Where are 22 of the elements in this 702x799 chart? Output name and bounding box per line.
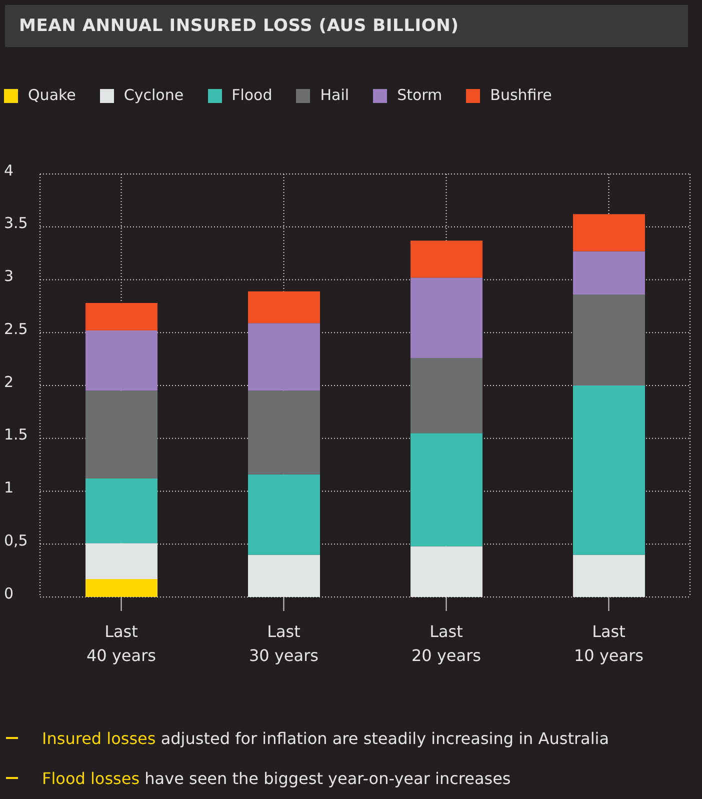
x-tick-label: Last 10 years (574, 622, 644, 665)
y-tick-label: 0 (4, 584, 14, 602)
legend-label: Hail (320, 86, 350, 104)
chart-title: MEAN ANNUAL INSURED LOSS (AUS BILLION) (5, 5, 688, 47)
legend-label: Storm (397, 86, 442, 104)
text: Flood losses have seen the biggest year-on-year increases (42, 768, 511, 788)
y-tick-label: 4 (4, 161, 14, 180)
legend-label: Flood (232, 86, 272, 104)
legend-label: Cyclone (124, 86, 184, 104)
y-tick-label: 2 (4, 372, 14, 391)
y-tick-label: 2.5 (4, 320, 28, 338)
y-tick-label: 3 (4, 267, 14, 286)
legend-label: Bushfire (490, 86, 552, 104)
text: Insured losses adjusted for inflation are steadily increasing in Australia (42, 728, 610, 748)
y-tick-label: 3.5 (4, 214, 28, 232)
y-tick-label: 0,5 (4, 531, 28, 550)
x-tick-label: Last 40 years (86, 622, 156, 665)
y-tick-label: 1 (4, 478, 14, 497)
y-tick-label: 1.5 (4, 426, 28, 444)
x-tick-label: Last 30 years (249, 622, 318, 665)
x-tick-label: Last 20 years (412, 622, 481, 665)
legend-label: Quake (28, 86, 76, 104)
